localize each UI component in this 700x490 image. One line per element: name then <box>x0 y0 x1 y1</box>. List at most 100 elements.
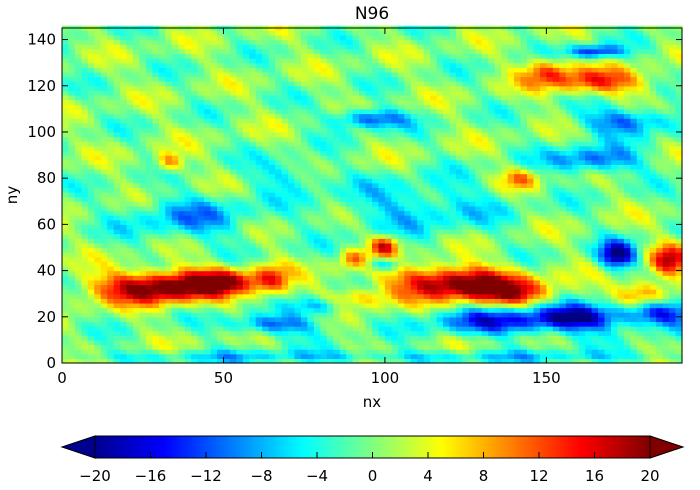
heatmap-cell <box>649 279 657 286</box>
heatmap-cell <box>346 289 354 295</box>
heatmap-cell <box>533 192 541 198</box>
heatmap-cell <box>507 335 515 341</box>
heatmap-cell <box>81 127 89 133</box>
heatmap-cell <box>197 316 205 323</box>
heatmap-cell <box>126 141 134 147</box>
heatmap-cell <box>669 224 677 230</box>
heatmap-cell <box>62 150 70 156</box>
heatmap-cell <box>100 224 108 230</box>
heatmap-cell <box>598 275 606 281</box>
heatmap-cell <box>514 358 522 364</box>
heatmap-cell <box>604 173 612 179</box>
heatmap-cell <box>275 312 283 318</box>
heatmap-cell <box>481 279 489 286</box>
heatmap-cell <box>455 219 464 225</box>
heatmap-cell <box>410 330 418 336</box>
heatmap-cell <box>120 229 128 235</box>
heatmap-cell <box>165 155 173 161</box>
heatmap-cell <box>184 344 192 350</box>
heatmap-cell <box>462 353 470 359</box>
heatmap-cell <box>197 298 205 304</box>
heatmap-cell <box>410 349 418 355</box>
heatmap-cell <box>649 293 657 299</box>
heatmap-cell <box>191 307 199 313</box>
heatmap-cell <box>604 330 612 336</box>
heatmap-cell <box>591 150 599 156</box>
heatmap-cell <box>643 358 651 364</box>
heatmap-cell <box>481 219 489 225</box>
heatmap-cell <box>494 173 502 179</box>
heatmap-cell <box>326 187 334 193</box>
heatmap-cell <box>610 344 619 350</box>
heatmap-cell <box>145 141 154 147</box>
heatmap-cell <box>339 353 347 359</box>
heatmap-cell <box>656 339 664 346</box>
heatmap-cell <box>397 330 405 336</box>
heatmap-cell <box>249 312 257 318</box>
heatmap-cell <box>339 293 347 299</box>
heatmap-cell <box>475 136 483 142</box>
heatmap-cell <box>533 215 541 221</box>
heatmap-cell <box>598 192 606 198</box>
heatmap-cell <box>656 335 664 341</box>
heatmap-cell <box>223 141 231 147</box>
heatmap-cell <box>565 335 573 341</box>
heatmap-cell <box>565 173 573 179</box>
heatmap-cell <box>365 353 373 359</box>
heatmap-cell <box>481 302 489 309</box>
heatmap-cell <box>591 159 599 165</box>
heatmap-cell <box>520 298 528 304</box>
heatmap-cell <box>171 316 179 323</box>
heatmap-cell <box>255 182 263 189</box>
heatmap-cell <box>268 192 276 198</box>
heatmap-cell <box>352 298 360 304</box>
heatmap-cell <box>533 182 541 189</box>
chart-title: N96 <box>355 4 389 24</box>
heatmap-cell <box>87 284 95 290</box>
heatmap-cell <box>468 224 476 230</box>
heatmap-cell <box>346 279 354 286</box>
heatmap-cell <box>120 155 128 161</box>
heatmap-cell <box>372 330 380 336</box>
heatmap-cell <box>636 326 644 332</box>
heatmap-cell <box>139 164 147 170</box>
heatmap-cell <box>249 353 257 359</box>
heatmap-cell <box>210 201 218 207</box>
heatmap-cell <box>204 335 212 341</box>
heatmap-cell <box>430 201 438 207</box>
heatmap-cell <box>462 136 470 142</box>
heatmap-cell <box>449 233 457 239</box>
heatmap-cell <box>126 349 134 355</box>
heatmap-cell <box>488 229 496 235</box>
heatmap-cell <box>462 173 470 179</box>
heatmap-cell <box>397 168 405 175</box>
heatmap-cell <box>514 145 522 152</box>
heatmap-cell <box>262 215 270 221</box>
heatmap-cell <box>268 196 276 202</box>
heatmap-cell <box>346 349 354 355</box>
heatmap-cell <box>436 284 444 290</box>
heatmap-cell <box>120 205 128 212</box>
heatmap-cell <box>204 229 212 235</box>
heatmap-cell <box>229 275 237 281</box>
heatmap-cell <box>514 284 522 290</box>
heatmap-cell <box>359 330 367 336</box>
heatmap-cell <box>585 279 593 286</box>
heatmap-cell <box>275 344 283 350</box>
heatmap-cell <box>410 141 418 147</box>
heatmap-cell <box>249 192 257 198</box>
heatmap-cell <box>455 293 464 299</box>
heatmap-cell <box>475 122 483 128</box>
heatmap-cell <box>152 150 160 156</box>
heatmap-cell <box>643 229 651 235</box>
heatmap-cell <box>539 312 547 318</box>
heatmap-cell <box>145 321 154 327</box>
heatmap-cell <box>455 173 464 179</box>
heatmap-cell <box>578 270 586 276</box>
heatmap-cell <box>333 326 341 332</box>
heatmap-cell <box>578 279 586 286</box>
heatmap-cell <box>572 265 580 272</box>
heatmap-cell <box>346 353 354 359</box>
heatmap-cell <box>313 339 321 346</box>
heatmap-cell <box>359 256 367 262</box>
